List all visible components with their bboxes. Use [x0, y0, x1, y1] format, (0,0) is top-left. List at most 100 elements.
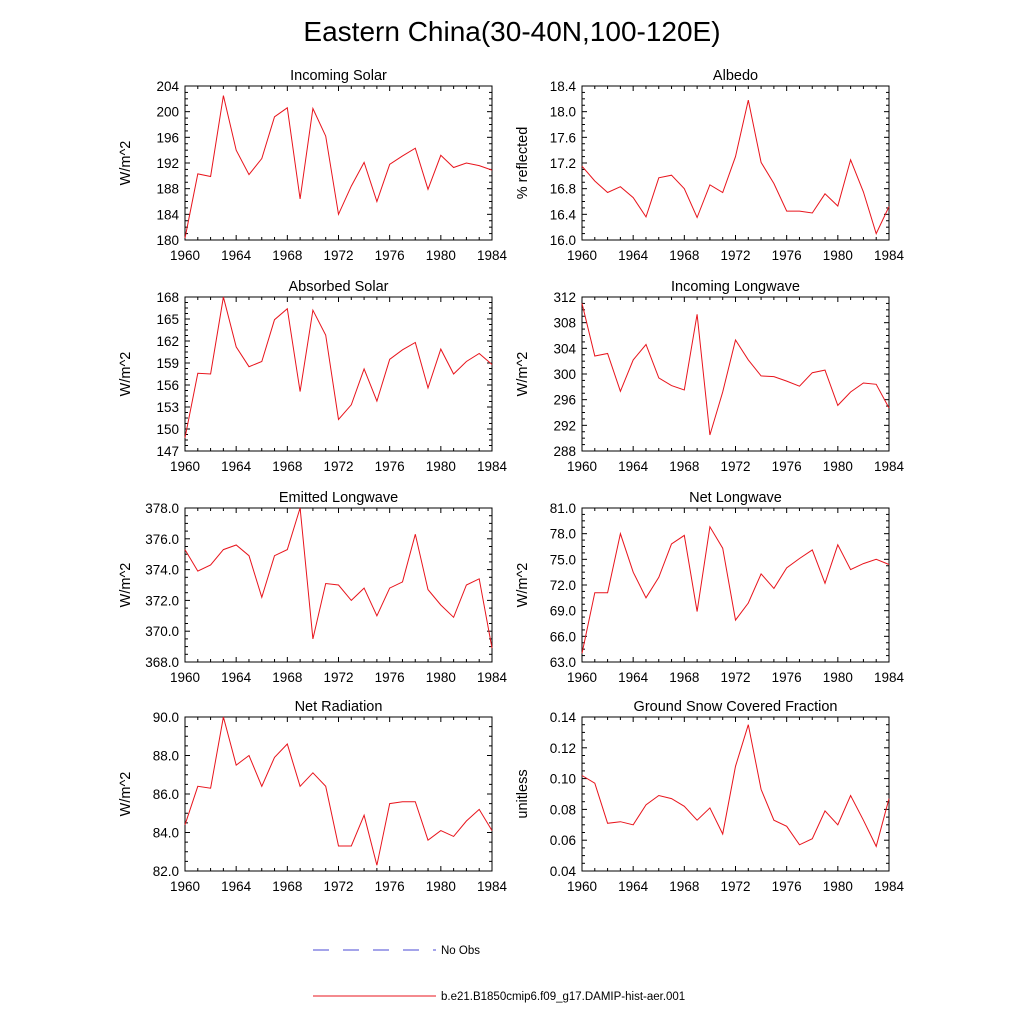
x-tick-label: 1968 [669, 879, 699, 894]
x-tick-label: 1964 [221, 879, 252, 894]
series-line [184, 296, 493, 438]
y-tick-label: 0.04 [550, 864, 577, 879]
x-tick-label: 1976 [375, 248, 405, 263]
panel-ground-snow-covered-fraction: 1960 1964 1968 1972 1976 1980 1984 0.04 0.06 0.08… [515, 699, 905, 894]
series-line [184, 95, 493, 239]
y-tick-label: 18.4 [550, 79, 577, 94]
panel-emitted-longwave: 1960 1964 1968 1972 1976 1980 1984 368.0 370.0 37… [118, 490, 508, 685]
y-tick-label: 82.0 [153, 864, 179, 879]
y-axis-label: W/m^2 [118, 772, 134, 817]
x-tick-label: 1980 [823, 879, 853, 894]
y-tick-label: 188 [156, 182, 179, 197]
y-tick-label: 159 [156, 356, 179, 371]
y-tick-label: 312 [553, 290, 576, 305]
y-tick-label: 370.0 [145, 624, 179, 639]
x-tick-label: 1964 [221, 459, 252, 474]
y-tick-label: 72.0 [550, 578, 576, 593]
y-axis-label: W/m^2 [515, 352, 531, 397]
y-tick-label: 0.14 [550, 710, 577, 725]
y-tick-label: 147 [156, 444, 179, 459]
panel-incoming-solar: 1960 1964 1968 1972 1976 1980 1984 180 184 188 192… [118, 68, 508, 263]
panel-title: Emitted Longwave [279, 490, 398, 506]
panel-title: Incoming Longwave [671, 279, 800, 295]
y-axis-label: unitless [515, 769, 531, 818]
y-tick-label: 90.0 [153, 710, 179, 725]
panel-title: Incoming Solar [290, 68, 387, 84]
legend: No Obs b.e21.B1850cmip6.f09_g17.DAMIP-hi… [313, 945, 685, 1003]
x-tick-label: 1968 [669, 459, 699, 474]
y-tick-label: 300 [553, 367, 576, 382]
x-tick-label: 1976 [772, 670, 802, 685]
y-tick-label: 86.0 [153, 787, 179, 802]
y-tick-label: 84.0 [153, 826, 179, 841]
y-tick-label: 374.0 [145, 563, 179, 578]
series-line [184, 507, 493, 649]
y-axis-label: W/m^2 [515, 563, 531, 608]
panel-net-radiation: 1960 1964 1968 1972 1976 1980 1984 82.0 84.0 86.0… [118, 699, 508, 894]
y-tick-label: 16.4 [550, 207, 577, 222]
plot-frame [581, 716, 890, 872]
y-tick-label: 0.08 [550, 802, 576, 817]
x-tick-label: 1960 [567, 459, 597, 474]
x-tick-label: 1980 [823, 248, 853, 263]
panel-absorbed-solar: 1960 1964 1968 1972 1976 1980 1984 147 150 153 156… [118, 279, 508, 474]
plot-frame [581, 85, 890, 241]
y-tick-label: 372.0 [145, 593, 179, 608]
y-tick-label: 196 [156, 130, 179, 145]
x-tick-label: 1980 [426, 879, 456, 894]
series-line [581, 525, 890, 654]
y-axis-label: W/m^2 [118, 563, 134, 608]
y-tick-label: 0.12 [550, 741, 576, 756]
figure-title: Eastern China(30-40N,100-120E) [303, 16, 720, 47]
y-tick-label: 308 [553, 316, 576, 331]
y-tick-label: 16.8 [550, 182, 576, 197]
x-tick-label: 1976 [375, 459, 405, 474]
y-tick-label: 168 [156, 290, 179, 305]
y-tick-label: 16.0 [550, 233, 576, 248]
x-tick-label: 1972 [323, 459, 353, 474]
panel-title: Net Radiation [295, 699, 383, 715]
plot-frame [184, 716, 493, 872]
panel-incoming-longwave: 1960 1964 1968 1972 1976 1980 1984 288 292 296 300… [515, 279, 905, 474]
x-tick-label: 1972 [720, 879, 750, 894]
x-tick-label: 1984 [874, 670, 905, 685]
x-tick-label: 1968 [272, 670, 302, 685]
x-tick-label: 1960 [170, 879, 200, 894]
x-tick-label: 1972 [720, 248, 750, 263]
x-tick-label: 1960 [170, 670, 200, 685]
x-tick-label: 1984 [477, 670, 508, 685]
y-tick-label: 165 [156, 312, 179, 327]
plot-frame [184, 296, 493, 452]
x-tick-label: 1976 [375, 670, 405, 685]
y-tick-label: 0.10 [550, 772, 576, 787]
panel-net-longwave: 1960 1964 1968 1972 1976 1980 1984 63.0 66.0 69.0… [515, 490, 905, 685]
y-tick-label: 0.06 [550, 833, 576, 848]
x-tick-label: 1984 [477, 879, 508, 894]
x-tick-label: 1972 [323, 879, 353, 894]
y-tick-label: 204 [156, 79, 179, 94]
x-tick-label: 1964 [618, 459, 649, 474]
x-tick-label: 1964 [221, 670, 252, 685]
x-tick-label: 1968 [272, 459, 302, 474]
panel-albedo: 1960 1964 1968 1972 1976 1980 1984 16.0 16.4 16.8… [515, 68, 905, 263]
x-tick-label: 1960 [567, 248, 597, 263]
y-tick-label: 156 [156, 378, 179, 393]
x-tick-label: 1972 [720, 459, 750, 474]
y-axis-label: % reflected [515, 127, 531, 200]
y-tick-label: 81.0 [550, 501, 576, 516]
x-tick-label: 1964 [221, 248, 252, 263]
panel-title: Net Longwave [689, 490, 782, 506]
y-tick-label: 378.0 [145, 501, 179, 516]
y-tick-label: 17.2 [550, 156, 576, 171]
x-tick-label: 1980 [426, 248, 456, 263]
x-tick-label: 1964 [618, 670, 649, 685]
x-tick-label: 1984 [874, 879, 905, 894]
x-tick-label: 1980 [823, 670, 853, 685]
y-tick-label: 66.0 [550, 629, 576, 644]
x-tick-label: 1976 [375, 879, 405, 894]
panel-title: Ground Snow Covered Fraction [634, 699, 838, 715]
x-tick-label: 1968 [272, 879, 302, 894]
x-tick-label: 1964 [618, 879, 649, 894]
series-line [184, 716, 493, 866]
